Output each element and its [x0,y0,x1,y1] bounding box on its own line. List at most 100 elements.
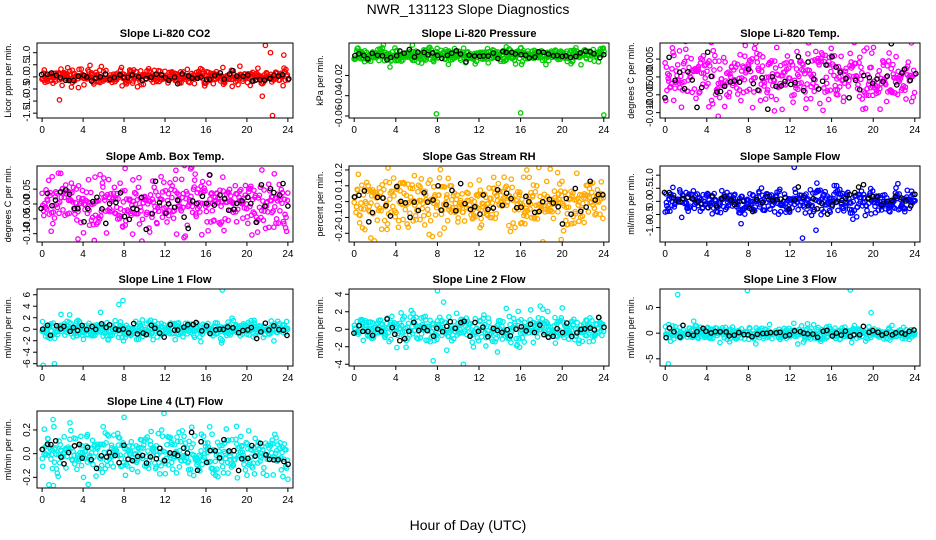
data-point [772,65,779,71]
y-tick-label: 0.5 [22,57,33,71]
data-point [864,207,870,214]
data-point [54,470,61,477]
data-point [897,75,904,82]
data-point [550,215,557,222]
data-point [911,327,917,333]
data-point [138,194,145,201]
data-point [122,166,128,172]
data-point [226,71,233,77]
data-point [411,202,418,208]
data-point [465,190,471,197]
data-point [512,51,519,57]
data-point [102,220,109,227]
data-point [769,82,776,89]
data-point [838,332,845,338]
data-point [515,308,522,315]
data-point [792,79,799,86]
data-point [600,194,607,201]
data-point [106,321,113,328]
data-point [398,322,405,329]
data-point [199,193,206,200]
data-point [832,325,838,331]
data-point [893,82,900,88]
panel-title: Slope Line 2 Flow [433,274,526,286]
data-point [283,66,289,73]
data-point [672,77,678,84]
data-point [685,331,691,338]
data-point [67,328,73,335]
data-point [536,208,543,215]
y-axis-label: Licor ppm per min. [3,43,13,118]
data-point [66,210,73,217]
data-point [522,52,529,59]
data-point [397,48,403,54]
data-point [516,335,522,342]
data-point [800,87,807,94]
x-tick-label: 4 [80,373,86,384]
data-point [869,327,876,334]
data-point [577,208,584,215]
x-tick-label: 20 [868,125,880,136]
data-point [831,72,837,79]
data-point [717,339,723,346]
data-point [851,189,858,196]
data-point [565,204,572,211]
data-point [858,64,864,71]
data-point [860,106,866,113]
data-point [444,52,451,59]
data-point [258,329,264,335]
data-point [146,456,153,463]
data-point [145,448,151,454]
data-point [122,334,129,341]
data-point [356,192,362,199]
data-point [269,112,276,118]
data-point [369,50,376,57]
data-point [503,56,510,63]
x-tick-label: 0 [351,125,357,136]
data-point [170,215,177,222]
data-point [100,175,107,181]
data-point [559,329,566,336]
data-point [823,74,830,81]
data-point [169,466,176,473]
data-point [182,233,189,239]
data-point [380,43,387,48]
data-point [351,199,358,206]
data-point [270,472,277,478]
data-point [559,221,566,227]
data-point [509,184,516,191]
data-point [907,203,914,209]
y-tick-label: 0.00 [22,194,33,214]
data-point [427,177,433,183]
data-point [114,452,121,459]
data-point [824,327,830,334]
data-point [56,199,63,205]
data-point [779,106,785,113]
data-point [108,442,115,449]
data-point [418,330,425,337]
data-point [219,174,226,180]
data-point [70,77,77,84]
data-point [252,435,259,442]
data-point [689,195,696,202]
data-point [89,198,96,205]
data-point [424,206,431,213]
data-point [526,55,533,61]
data-point [161,334,168,340]
data-point [280,327,287,334]
data-point [883,74,890,80]
data-point [736,79,743,85]
data-point [715,113,722,118]
data-point [51,423,57,430]
data-point [518,196,525,203]
x-tick-label: 0 [351,249,357,260]
data-point [48,451,55,458]
data-point [283,318,290,325]
data-point [863,45,870,51]
data-point [833,330,840,336]
data-point [754,59,761,66]
points-group [39,411,291,488]
data-point [764,106,771,113]
data-point [150,336,156,343]
data-point [198,74,204,81]
